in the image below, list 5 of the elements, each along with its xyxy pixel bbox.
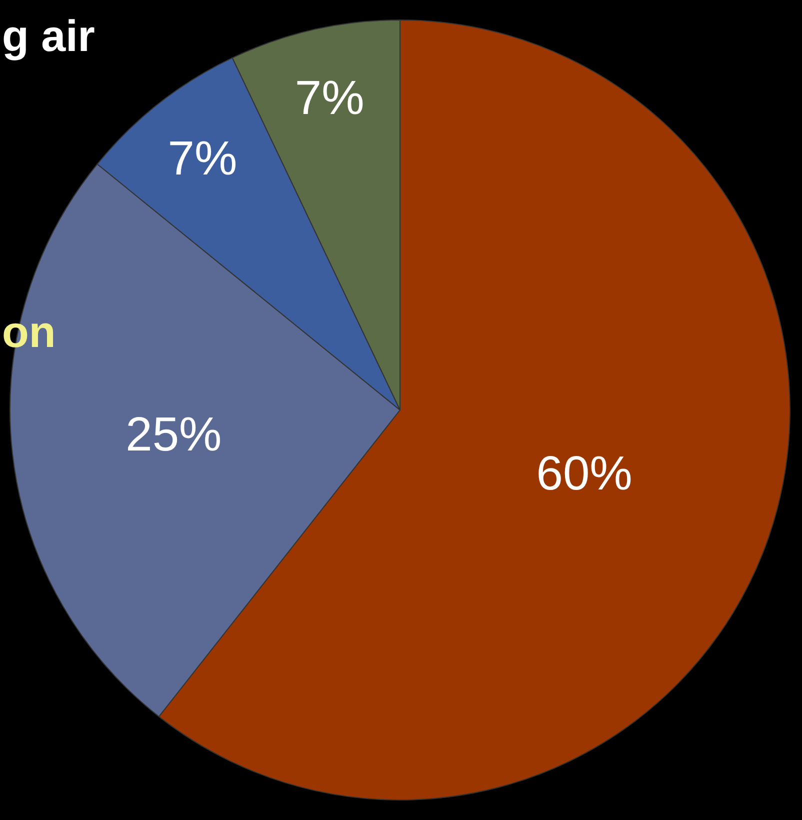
data-label: 60%: [536, 447, 632, 500]
text: g air: [2, 12, 95, 61]
data-label: 25%: [126, 408, 222, 462]
data-label: 7%: [168, 132, 238, 186]
data-label: 7%: [294, 72, 364, 125]
